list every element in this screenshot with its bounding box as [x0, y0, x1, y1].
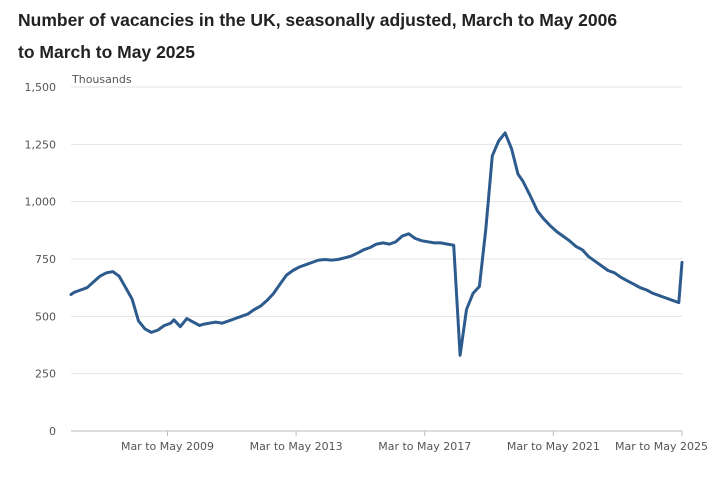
y-tick-label: 500 — [35, 310, 56, 323]
y-tick-label: 0 — [49, 425, 56, 438]
y-axis-unit-label: Thousands — [71, 73, 132, 86]
y-tick-label: 1,250 — [25, 138, 57, 151]
x-tick-label: Mar to May 2021 — [507, 440, 600, 453]
series-line-vacancies — [69, 131, 684, 357]
series-group — [69, 131, 684, 357]
x-tick-label: Mar to May 2013 — [250, 440, 343, 453]
y-tick-label: 250 — [35, 368, 56, 381]
y-tick-label: 1,000 — [25, 196, 57, 209]
y-axis: 0 250 500 750 1,000 1,250 1,500 — [25, 81, 57, 438]
chart-title-line-1: Number of vacancies in the UK, seasonall… — [18, 10, 618, 30]
y-tick-label: 750 — [35, 253, 56, 266]
y-tick-label: 1,500 — [25, 81, 57, 94]
x-tick-label: Mar to May 2009 — [121, 440, 214, 453]
chart-title: Number of vacancies in the UK, seasonall… — [18, 4, 708, 68]
x-axis: Mar to May 2009 Mar to May 2013 Mar to May… — [71, 430, 708, 453]
gridlines — [71, 86, 682, 375]
x-tick-label: Mar to May 2017 — [378, 440, 471, 453]
chart-title-line-2: to March to May 2025 — [18, 42, 195, 62]
x-tick-label: Mar to May 2025 — [615, 440, 708, 453]
